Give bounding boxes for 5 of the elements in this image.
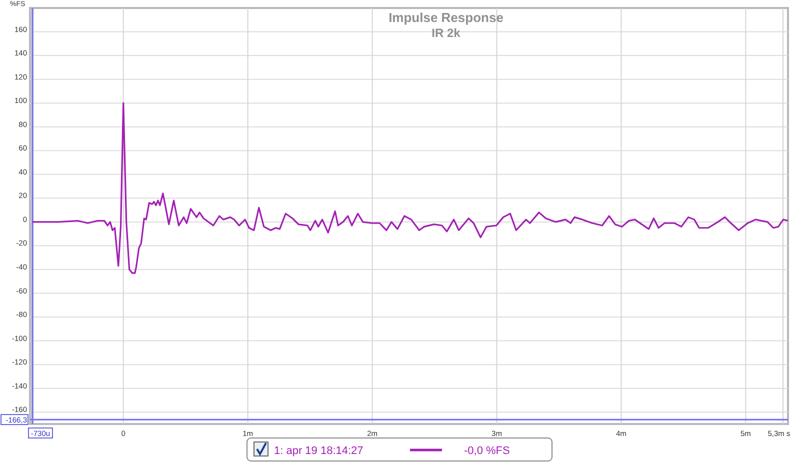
text: 1: apr 19 18:14:27 xyxy=(274,445,364,457)
text: -0,0 %FS xyxy=(464,445,510,457)
chart-title: Impulse Response xyxy=(388,10,504,25)
line-series xyxy=(32,102,789,274)
text: IR 2k xyxy=(432,26,461,40)
